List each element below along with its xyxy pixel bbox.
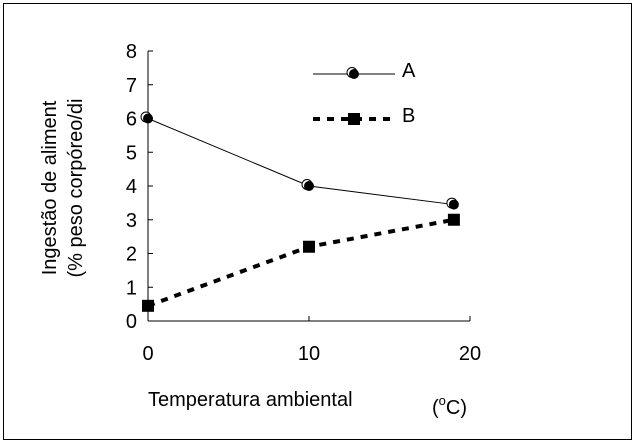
legend-label-A: A	[402, 60, 416, 82]
y-tick-label: 7	[126, 75, 137, 97]
y-tick-label: 4	[126, 176, 137, 198]
series-line-A	[147, 118, 454, 206]
y-axis-title-line1: Ingestão de aliment	[39, 100, 61, 275]
circle-marker-fill	[143, 113, 153, 124]
y-tick-label: 5	[126, 142, 137, 164]
circle-marker	[140, 111, 153, 124]
y-axis-title-line2: (% peso corpóreo/di	[65, 99, 87, 278]
x-axis-title: Temperatura ambiental	[148, 389, 353, 411]
x-axis-unit-open: (	[432, 397, 439, 419]
circle-marker	[346, 67, 359, 79]
legend: AB	[313, 60, 416, 127]
series-layer	[140, 111, 460, 312]
circle-marker-fill	[349, 69, 359, 79]
square-marker	[348, 113, 360, 125]
y-tick-label: 0	[126, 311, 137, 333]
square-marker	[447, 213, 460, 226]
y-tick-label: 6	[126, 109, 137, 131]
chart-frame	[3, 3, 632, 440]
x-axis-unit-close: C)	[446, 397, 467, 419]
y-tick-label: 2	[126, 244, 137, 266]
circle-marker-fill	[448, 199, 459, 210]
x-tick-label: 0	[142, 343, 153, 365]
y-tick-label: 1	[126, 277, 137, 299]
square-marker	[303, 240, 315, 253]
square-marker	[142, 299, 154, 312]
axes: 0 1 2 3 4 5 6 7 8 0 10 20	[126, 41, 481, 365]
circle-marker	[301, 179, 314, 191]
legend-label-B: B	[402, 105, 415, 127]
circle-marker-fill	[304, 181, 314, 191]
y-tick-label: 3	[126, 210, 137, 232]
x-tick-label: 10	[298, 343, 320, 365]
x-axis-unit: (oC)	[432, 393, 467, 419]
x-tick-label: 20	[459, 343, 481, 365]
circle-marker	[446, 197, 459, 210]
series-line-B	[147, 217, 455, 308]
y-tick-label: 8	[126, 41, 137, 63]
x-axis-unit-degree: o	[439, 393, 446, 408]
